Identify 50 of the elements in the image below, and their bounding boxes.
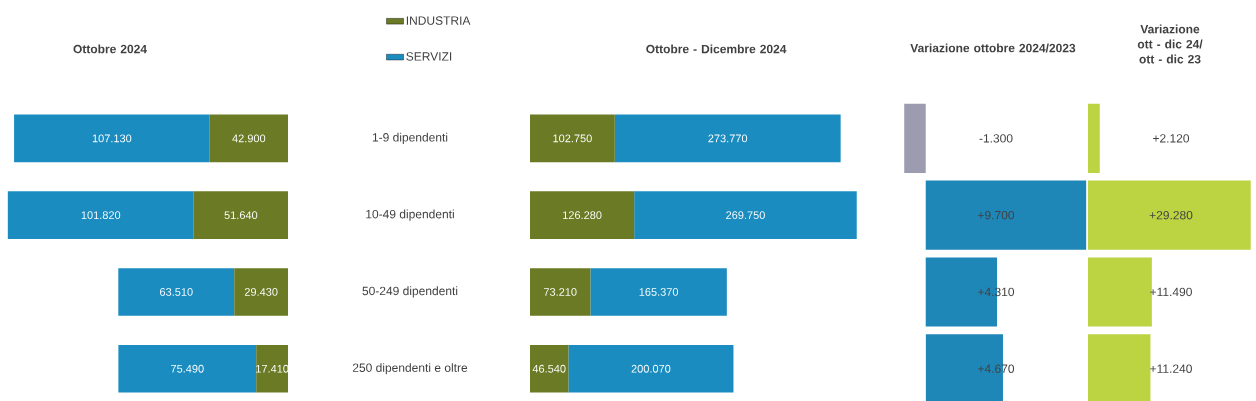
- data-label: +11.240: [1150, 364, 1192, 373]
- data-label: 107.130: [92, 134, 132, 143]
- bar: [1088, 103, 1100, 173]
- bar: [530, 191, 635, 239]
- data-label: +9.700: [978, 210, 1015, 220]
- bar: [590, 268, 727, 316]
- chart-title: Variazione ottobre 2024/2023: [910, 43, 1076, 53]
- data-label: 17.410: [256, 364, 289, 373]
- bar: [530, 268, 591, 316]
- data-label: 269.750: [726, 211, 765, 220]
- data-label: 126.280: [563, 211, 602, 220]
- data-label: 200.070: [631, 364, 671, 373]
- bar: [234, 268, 289, 316]
- bar: [118, 344, 257, 393]
- data-label: 42.900: [232, 134, 266, 143]
- bar: [118, 268, 235, 316]
- bar: [530, 114, 615, 163]
- bar: [256, 344, 289, 393]
- data-label: -1.300: [979, 134, 1013, 143]
- data-label: 75.490: [171, 364, 204, 373]
- bar: [1088, 257, 1152, 327]
- bar: [14, 114, 210, 163]
- data-label: +29.280: [1149, 210, 1193, 220]
- bar: [634, 191, 857, 239]
- data-label: 51.640: [224, 211, 258, 220]
- bar: [193, 191, 289, 239]
- data-label: 273.770: [708, 134, 748, 143]
- bar: [7, 191, 194, 239]
- data-label: 101.820: [81, 211, 121, 220]
- data-label: 102.750: [553, 134, 592, 143]
- y-tick-label: 250 dipendenti e oltre: [352, 363, 468, 375]
- data-label: 73.210: [543, 288, 577, 296]
- bar: [614, 114, 841, 163]
- y-tick-label: 50-249 dipendenti: [362, 286, 458, 298]
- data-label: 63.510: [160, 288, 193, 296]
- data-label: 29.430: [244, 288, 278, 296]
- chart-title: Ottobre - Dicembre 2024: [646, 44, 787, 54]
- data-label: 46.540: [532, 364, 566, 373]
- data-label: 165.370: [639, 288, 679, 296]
- bar: [568, 344, 734, 393]
- chart-title: Ottobre 2024: [73, 44, 147, 54]
- chart-title: Variazione ott - dic 24/ ott - dic 23: [1137, 24, 1203, 64]
- bar: [904, 103, 926, 173]
- y-tick-label: 10-49 dipendenti: [366, 209, 454, 221]
- bar: [209, 114, 289, 163]
- bar: [530, 344, 569, 393]
- legend-label: INDUSTRIA: [406, 16, 471, 25]
- y-tick-label: 1-9 dipendenti: [372, 132, 448, 144]
- data-label: +2.120: [1153, 134, 1190, 143]
- legend-label: SERVIZI: [406, 52, 452, 61]
